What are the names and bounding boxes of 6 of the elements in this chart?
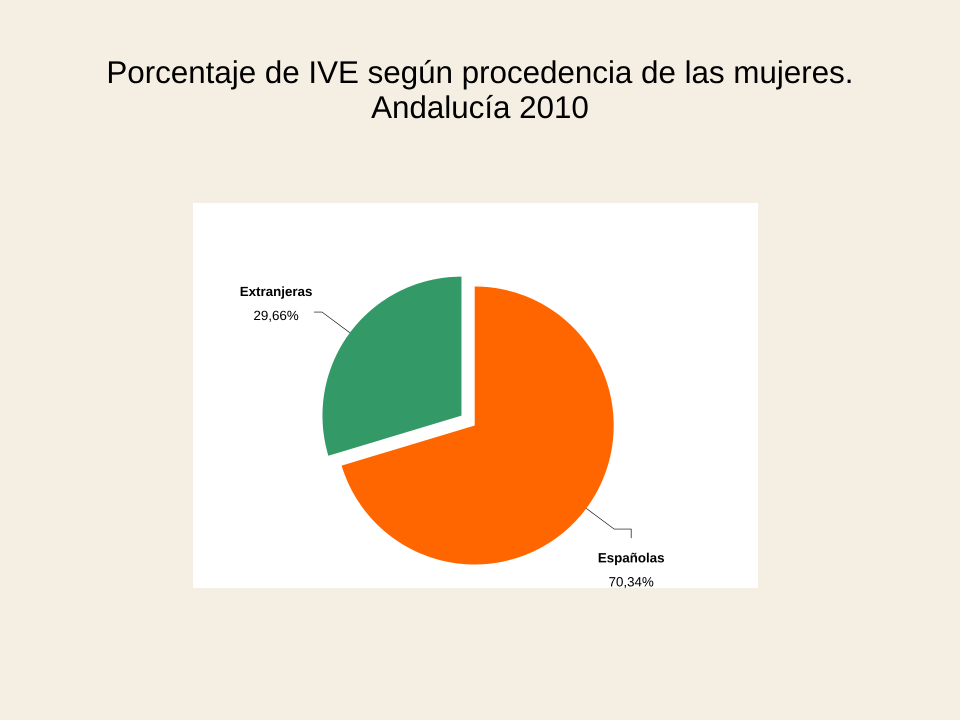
slice-label: Extranjeras bbox=[240, 286, 312, 299]
data-label: 29,66% bbox=[254, 310, 298, 322]
slice-label: Españolas bbox=[598, 552, 664, 566]
chart-title: Porcentaje de IVE según procedencia de las mujeres. bbox=[108, 60, 851, 90]
data-label: 70,34% bbox=[609, 577, 654, 588]
chart-subtitle: Andalucía 2010 bbox=[371, 94, 588, 118]
